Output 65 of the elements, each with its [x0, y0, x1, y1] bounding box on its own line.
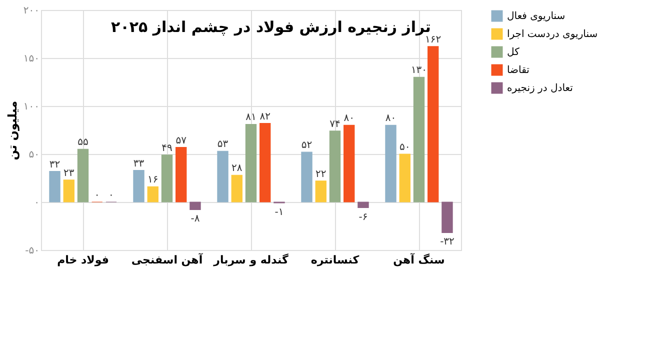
data-label: ۱۶۲: [425, 34, 442, 46]
data-label: ۷۴: [330, 118, 340, 130]
y-axis-title: میلیون تن: [5, 100, 20, 160]
data-label: ۵۳: [217, 139, 229, 150]
x-tick-label: آهن اسفنجی: [131, 252, 203, 266]
legend-label: تعادل در زنجیره: [507, 83, 574, 94]
data-label: ۲۳: [64, 168, 75, 179]
bar: [176, 146, 187, 202]
y-tick-label: ۲۰۰: [23, 6, 40, 16]
x-tick-label: گندله و سربار: [212, 254, 289, 266]
bar: [413, 76, 425, 202]
bar: [133, 170, 144, 202]
bar: [260, 122, 271, 202]
bar: [358, 202, 369, 208]
bar: [77, 148, 89, 202]
bar: [385, 124, 396, 202]
legend-label: سناریوی دردست اجرا: [507, 29, 598, 40]
data-label: -۱: [274, 206, 284, 218]
bar: [344, 124, 355, 202]
data-label: ۲۸: [232, 163, 243, 174]
bar: [161, 154, 173, 202]
y-tick-label: ۵۰: [28, 150, 40, 160]
data-label: ۴۹: [162, 142, 172, 154]
data-label: ۵۷: [176, 135, 188, 146]
bar: [315, 180, 326, 202]
bar: [49, 170, 60, 202]
data-label: -۸: [190, 214, 200, 225]
x-tick-label: سنگ آهن: [393, 252, 445, 266]
data-label: -۳۲: [440, 236, 454, 248]
bar: [442, 202, 453, 234]
data-label: ۰: [94, 190, 100, 201]
bar: [329, 130, 341, 202]
data-label: ۰: [108, 190, 114, 201]
data-label: ۳۳: [133, 158, 145, 170]
bar: [147, 186, 158, 202]
data-label: ۱۳۰: [410, 65, 428, 76]
legend-label: کل: [507, 47, 520, 58]
bar: [190, 202, 201, 210]
legend-label: سناریوی فعال: [507, 11, 566, 22]
data-label: ۵۲: [301, 140, 312, 152]
y-tick-label: ۱۵۰: [23, 54, 40, 64]
data-label: ۱۶: [148, 174, 158, 186]
bar: [245, 124, 257, 202]
text: تراز زنجیره ارزش فولاد در چشم انداز ۲۰۲۵: [111, 18, 431, 36]
data-label: -۶: [358, 212, 368, 223]
data-label: ۸۰: [385, 113, 396, 124]
data-label: ۸۰: [344, 113, 354, 124]
bar: [217, 150, 228, 202]
bar: [231, 174, 242, 202]
data-label: ۵۰: [400, 142, 410, 153]
data-label: ۳۲: [49, 159, 60, 170]
bar: [428, 46, 439, 202]
bar: [301, 152, 312, 202]
y-tick-label: -۵۰: [25, 246, 40, 256]
data-label: ۵۵: [78, 137, 88, 148]
y-tick-label: ۱۰۰: [23, 102, 40, 112]
data-label: ۸۱: [246, 112, 256, 124]
y-tick-label: ۰: [34, 198, 40, 208]
bar: [63, 180, 74, 202]
bar: [399, 154, 410, 202]
x-tick-label: کنسانتره: [310, 254, 360, 266]
x-tick-label: فولاد خام: [57, 254, 109, 266]
data-label: ۲۲: [316, 168, 326, 180]
legend-label: تقاضا: [507, 65, 530, 76]
data-label: ۸۲: [260, 111, 270, 122]
